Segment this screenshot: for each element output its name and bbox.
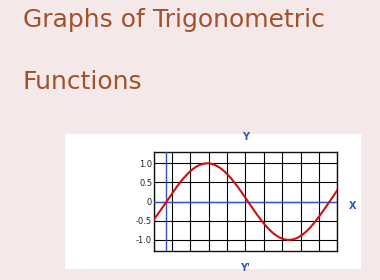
- Text: Y: Y: [242, 132, 249, 142]
- FancyBboxPatch shape: [50, 128, 376, 276]
- Text: Functions: Functions: [23, 70, 142, 94]
- Text: Y': Y': [241, 263, 250, 273]
- Text: Graphs of Trigonometric: Graphs of Trigonometric: [23, 8, 325, 32]
- Text: X: X: [348, 200, 356, 211]
